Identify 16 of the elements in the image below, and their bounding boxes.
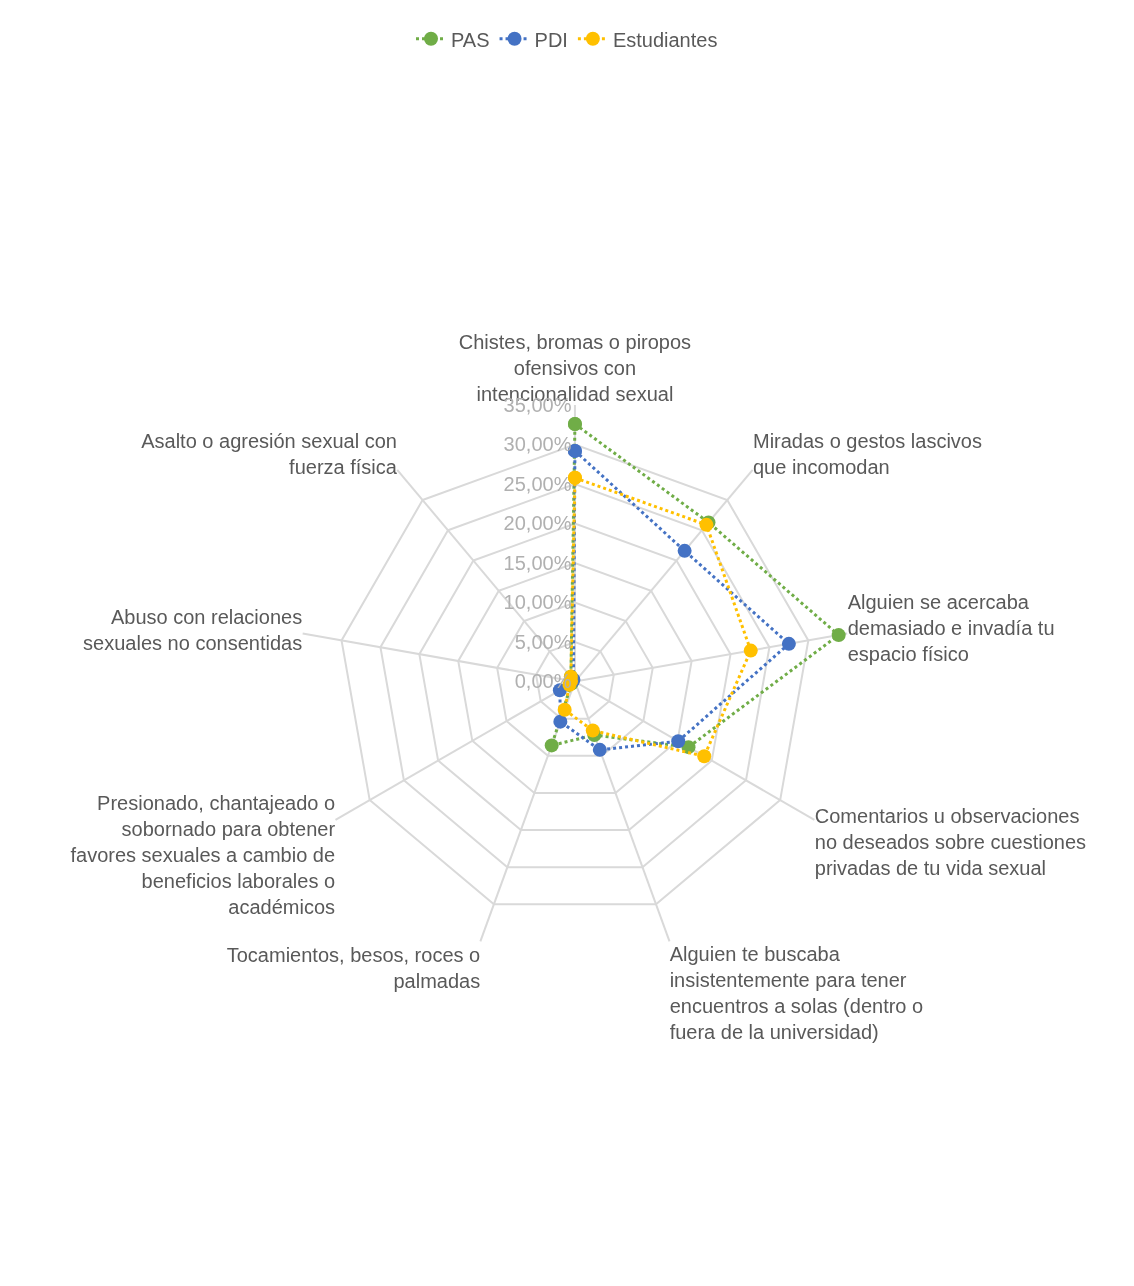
spoke-label: Presionado, chantajeado o sobornado para obtener favores sexuales a cambio de beneficios laborales o académicos [70, 792, 336, 919]
legend-label: PDI [534, 28, 568, 51]
legend-label: PAS [451, 28, 490, 51]
y-tick-label: 20,00% [503, 512, 572, 535]
y-tick-label: 25,00% [503, 472, 572, 495]
spoke-label: Miradas o gestos lascivos que incomodan [752, 429, 982, 478]
legend-label: Estudiantes [612, 28, 718, 51]
spoke-label: Tocamientos, besos, roces o palmadas [226, 944, 481, 993]
spoke-label: Abuso con relaciones sexuales no consentidas [83, 606, 303, 655]
spoke-label: Alguien te buscaba insistentemente para tener encuentros a solas (dentro o fuera de la universidad) [669, 942, 924, 1043]
y-tick-label: 10,00% [503, 591, 572, 614]
y-tick-label: 15,00% [503, 551, 572, 574]
spoke-label: Comentarios u observaciones no deseados sobre cuestiones privadas de tu vida sexual [814, 805, 1087, 880]
spoke-label: Asalto o agresión sexual con fuerza física [141, 429, 398, 478]
spoke-label: Alguien se acercaba demasiado e invadía tu espacio físico [847, 591, 1055, 666]
y-tick-label: 30,00% [503, 433, 572, 456]
